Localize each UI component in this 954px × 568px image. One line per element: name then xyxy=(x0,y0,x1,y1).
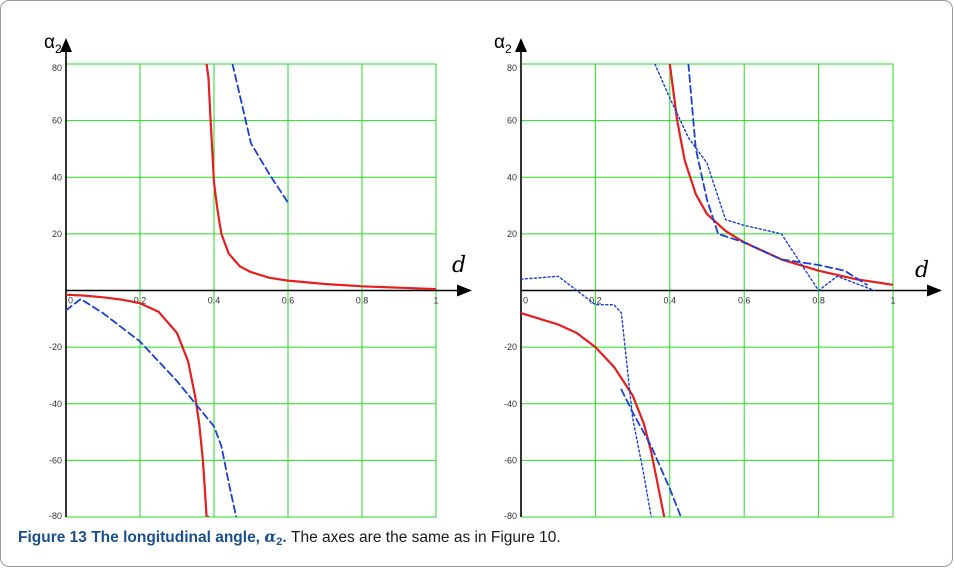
y-tick-label: 20 xyxy=(52,229,62,239)
series-line-dashed xyxy=(620,388,682,517)
caption-text: The axes are the same as in Figure 10. xyxy=(291,529,561,546)
x-tick-label: 0.8 xyxy=(356,296,369,306)
x-axis-arrowhead xyxy=(927,284,942,297)
y-axis-subscript: 2 xyxy=(505,42,512,56)
y-tick-label: -80 xyxy=(49,511,62,520)
y-tick-label: -40 xyxy=(49,399,62,409)
x-tick-label: 0.4 xyxy=(208,296,221,306)
y-tick-label: 80 xyxy=(52,63,62,73)
series-group xyxy=(521,64,893,517)
y-axis-arrowhead xyxy=(515,38,527,52)
x-tick-label: 0.6 xyxy=(282,296,295,306)
grid-lines xyxy=(65,63,437,518)
series-line-dotted xyxy=(521,275,652,517)
x-tick-label: 0.8 xyxy=(812,296,825,306)
x-tick-label: 0.4 xyxy=(664,296,677,306)
caption-alpha-subscript: 2 xyxy=(276,536,283,548)
x-tick-label: 0.2 xyxy=(589,296,602,306)
y-tick-label: -20 xyxy=(504,342,517,352)
x-tick-label: 1 xyxy=(433,296,438,306)
y-tick-label: 60 xyxy=(52,116,62,126)
y-tick-label: 20 xyxy=(507,229,517,239)
y-axis-arrowhead xyxy=(60,38,72,52)
x-tick-label: 1 xyxy=(890,296,895,306)
series-line-solid xyxy=(668,64,893,286)
caption-label: Figure 13 The longitudinal angle, xyxy=(18,529,260,546)
right-chart-panel: 0 0.2 0.4 0.6 0.8 1 80 60 40 20 -20 -40 -60 -80 α2 d xyxy=(494,32,942,520)
x-tick-label: 0 xyxy=(523,296,528,306)
y-tick-label: -40 xyxy=(504,399,517,409)
y-axis-title: α2 xyxy=(494,32,512,56)
series-line-solid xyxy=(66,293,210,517)
x-tick-label: 0.6 xyxy=(738,296,751,306)
y-tick-label: 80 xyxy=(507,63,517,73)
series-line-solid xyxy=(521,312,666,517)
series-group xyxy=(66,64,436,517)
series-line-dotted xyxy=(654,64,876,292)
y-axis-symbol: α xyxy=(494,32,505,53)
series-line-dashed xyxy=(231,64,289,204)
series-line-solid xyxy=(205,64,436,291)
x-axis-title: d xyxy=(452,253,466,278)
y-tick-label: -80 xyxy=(504,511,517,520)
y-tick-label: 60 xyxy=(507,116,517,126)
caption-period: . xyxy=(282,529,287,546)
figure-caption: Figure 13 The longitudinal angle, α2. Th… xyxy=(18,527,561,548)
series-line-dashed xyxy=(66,298,238,517)
y-tick-label: -60 xyxy=(504,455,517,465)
x-tick-label: 0 xyxy=(68,296,73,306)
y-tick-label: 40 xyxy=(52,172,62,182)
series-line-dashed xyxy=(687,64,868,286)
y-axis-subscript: 2 xyxy=(55,42,62,56)
x-axis-arrowhead xyxy=(457,284,472,297)
x-tick-label: 0.2 xyxy=(134,296,147,306)
y-axis-title: α2 xyxy=(44,32,62,56)
caption-alpha-symbol: α xyxy=(264,527,277,546)
y-tick-label: -20 xyxy=(49,342,62,352)
x-axis-title: d xyxy=(915,258,929,283)
left-chart-panel: 0 0.2 0.4 0.6 0.8 1 80 60 40 20 -20 -40 -60 -80 α2 d xyxy=(44,32,472,520)
y-axis-symbol: α xyxy=(44,32,55,53)
y-tick-label: -60 xyxy=(49,455,62,465)
y-tick-label: 40 xyxy=(507,172,517,182)
